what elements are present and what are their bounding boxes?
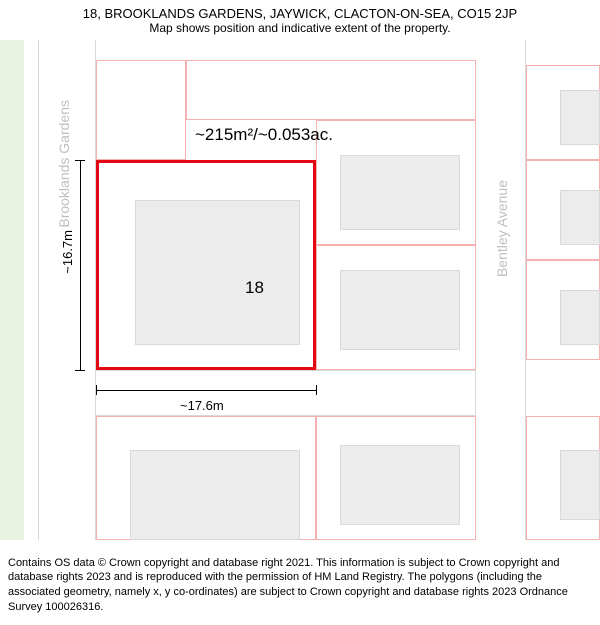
dim-line-v [80,160,81,370]
dim-height-label: ~16.7m [60,230,75,274]
road-label: Bentley Avenue [494,180,510,277]
building [560,90,600,145]
building [560,190,600,245]
dim-width-label: ~17.6m [180,398,224,413]
building [340,155,460,230]
parcel-outline [96,60,186,160]
road-edge [38,40,39,540]
dim-line-h [96,390,316,391]
dim-tick [96,385,97,395]
building [560,450,600,520]
property-map: Brooklands Gardens Bentley Avenue ~215m²/~… [0,40,600,540]
dim-tick [75,160,85,161]
green-space [0,40,24,540]
subtitle: Map shows position and indicative extent… [10,21,590,35]
copyright-footer: Contains OS data © Crown copyright and d… [0,550,600,625]
header: 18, BROOKLANDS GARDENS, JAYWICK, CLACTON… [0,0,600,39]
area-label: ~215m²/~0.053ac. [195,125,333,145]
highlighted-property [96,160,316,370]
building [340,445,460,525]
building [340,270,460,350]
building [130,450,300,540]
address-title: 18, BROOKLANDS GARDENS, JAYWICK, CLACTON… [10,6,590,21]
dim-tick [316,385,317,395]
road-label: Brooklands Gardens [56,100,72,228]
dim-tick [75,370,85,371]
road-edge [95,370,475,371]
building [560,290,600,345]
parcel-outline [186,60,476,120]
house-number: 18 [245,278,264,298]
